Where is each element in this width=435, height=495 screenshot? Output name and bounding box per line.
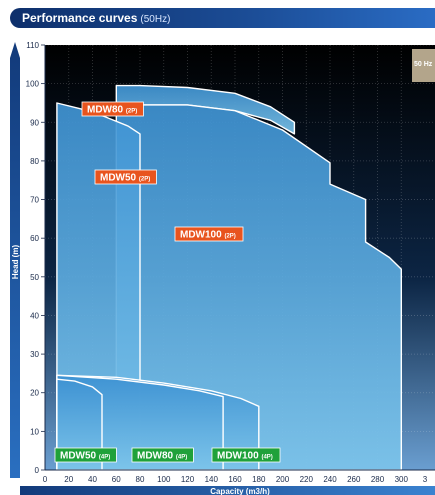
curve-label-name: MDW100 (4P): [217, 451, 273, 462]
y-tick-label: 10: [30, 427, 39, 436]
x-tick-label: 300: [395, 475, 409, 484]
x-tick-label: 260: [347, 475, 361, 484]
curve-label-box: [54, 447, 117, 463]
y-tick-label: 110: [26, 41, 39, 50]
x-tick-label: 20: [64, 475, 73, 484]
x-axis-label: Capacity (m3/h): [210, 487, 270, 495]
curve-label-mdw100-4p: MDW100 (4P): [211, 447, 281, 463]
curve-label-name: MDW50 (4P): [60, 451, 110, 462]
curve-label-box: [174, 226, 244, 242]
curve-labels: MDW80 (2P) MDW100 (2P) MDW50 (2P) MDW100 (4…: [54, 101, 281, 463]
curve-label-poles: (2P): [224, 234, 235, 240]
curve-label-box: [211, 447, 281, 463]
curve-label-poles: (4P): [99, 455, 110, 461]
y-tick-label: 90: [30, 118, 39, 127]
frequency-tag-box: [412, 49, 435, 82]
x-tick-label: 200: [276, 475, 290, 484]
curve-label-name: MDW100 (2P): [180, 230, 236, 241]
x-tick-label: 100: [157, 475, 171, 484]
x-tick-label: 180: [252, 475, 266, 484]
x-tick-label: 240: [323, 475, 337, 484]
curve-label-poles: (2P): [126, 109, 137, 115]
curve-label-box: [94, 169, 157, 185]
y-tick-label: 0: [35, 466, 40, 475]
curve-label-name: MDW80 (2P): [87, 105, 137, 116]
y-axis-arrow: [10, 42, 20, 478]
x-tick-label: 120: [181, 475, 195, 484]
curve-label-mdw50-2p: MDW50 (2P): [94, 169, 157, 185]
y-tick-label: 80: [30, 157, 39, 166]
curve-label-poles: (2P): [139, 177, 150, 183]
ticks: 0 20 40 60 80 100 120 140 160 180 200 220 240 260 280 3…: [26, 41, 435, 484]
x-tick-label: 80: [136, 475, 145, 484]
x-axis-band: [20, 486, 435, 495]
curve-label-poles: (4P): [261, 455, 272, 461]
y-tick-label: 20: [30, 389, 39, 398]
curve-label-mdw80-2p: MDW80 (2P): [81, 101, 144, 117]
y-tick-label: 40: [30, 311, 39, 320]
x-tick-label: 3: [423, 475, 428, 484]
frequency-tag-label: 50 Hz: [414, 61, 433, 68]
chart-title: Performance curves: [22, 11, 138, 25]
x-tick-label: 160: [228, 475, 242, 484]
x-tick-label: 40: [88, 475, 97, 484]
curve-label-name: MDW50 (2P): [100, 173, 150, 184]
curve-label-mdw50-4p: MDW50 (4P): [54, 447, 117, 463]
curve-label-box: [81, 101, 144, 117]
curve-label-mdw80-4p: MDW80 (4P): [131, 447, 194, 463]
chart-title-bar: Performance curves (50Hz): [10, 8, 435, 28]
x-tick-label: 280: [371, 475, 385, 484]
x-tick-label: 220: [300, 475, 314, 484]
x-tick-label: 140: [205, 475, 219, 484]
x-tick-label: 0: [43, 475, 48, 484]
curve-label-mdw100-2p: MDW100 (2P): [174, 226, 244, 242]
x-tick-label: 60: [112, 475, 121, 484]
y-axis-label: Head (m): [11, 245, 20, 280]
frequency-tag: 50 Hz: [412, 49, 435, 82]
curve-label-name: MDW80 (4P): [137, 451, 187, 462]
y-tick-label: 100: [26, 80, 40, 89]
y-tick-label: 60: [30, 234, 39, 243]
y-tick-label: 50: [30, 273, 39, 282]
y-tick-label: 30: [30, 350, 39, 359]
y-tick-label: 70: [30, 196, 39, 205]
curve-label-poles: (4P): [176, 455, 187, 461]
chart-subtitle: (50Hz): [140, 14, 171, 25]
curve-label-box: [131, 447, 194, 463]
